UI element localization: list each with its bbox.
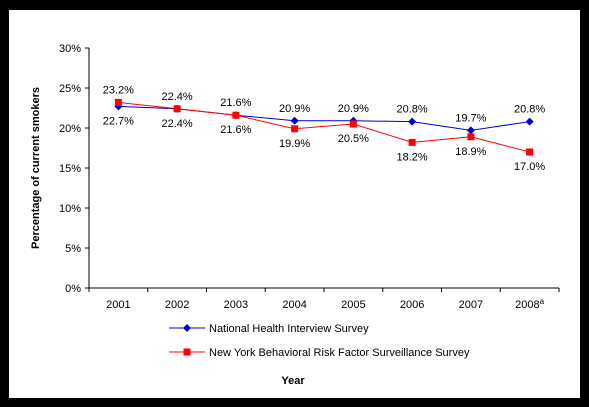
data-label-nhis: 22.4% (162, 91, 193, 103)
square-marker (114, 98, 122, 106)
square-marker (349, 120, 357, 128)
x-tick-label: 2008a (515, 297, 544, 311)
x-tick-label: 2005 (341, 299, 365, 311)
chart-area: 0% 5% 10% 15% 20% 25% 30% 2001 2002 2003 2004 2005… (9, 10, 580, 398)
line-chart: 0% 5% 10% 15% 20% 25% 30% 2001 2002 2003 2004 2005… (30, 43, 560, 387)
y-axis-title: Percentage of current smokers (30, 87, 42, 249)
legend-diamond-marker (183, 324, 191, 332)
x-tick-labels: 2001 2002 2003 2004 2005 2006 2007 2008a (106, 297, 545, 311)
legend-label: National Health Interview Survey (209, 323, 369, 335)
square-marker (408, 138, 416, 146)
square-marker (467, 133, 475, 141)
y-tick-labels: 0% 5% 10% 15% 20% 25% 30% (59, 43, 81, 295)
x-tick-label: 2003 (224, 299, 248, 311)
data-label-ny-brfss: 17.0% (514, 161, 545, 173)
data-label-ny-brfss: 19.9% (279, 138, 310, 150)
data-label-nhis: 20.9% (338, 103, 369, 115)
data-label-ny-brfss: 18.9% (455, 146, 486, 158)
diamond-marker (290, 116, 299, 125)
data-label-ny-brfss: 18.2% (397, 151, 428, 163)
data-label-nhis: 21.6% (220, 97, 251, 109)
x-tick-label: 2002 (165, 299, 189, 311)
x-tick-label: 2001 (106, 299, 130, 311)
data-label-nhis: 22.7% (103, 115, 134, 127)
data-labels: 22.7% 23.2% 22.4% 22.4% 21.6% 21.6% 20.9% 19.9%… (103, 84, 546, 173)
diamond-marker (408, 117, 417, 126)
legend-label: New York Behavioral Risk Factor Surveill… (209, 347, 470, 359)
x-tick-label: 2004 (282, 299, 306, 311)
x-tick-label: 2006 (400, 299, 424, 311)
y-tick-label: 10% (59, 203, 81, 215)
diamond-marker (466, 126, 475, 135)
y-tick-label: 5% (65, 243, 81, 255)
square-marker (291, 125, 299, 133)
diamond-marker (525, 117, 534, 126)
x-tick-label: 2007 (459, 299, 483, 311)
y-tick-label: 0% (65, 283, 81, 295)
series-line-ny-brfss (118, 101, 530, 153)
y-tick-label: 20% (59, 123, 81, 135)
axes (85, 47, 560, 292)
y-tick-label: 25% (59, 83, 81, 95)
data-label-nhis: 20.8% (514, 104, 545, 116)
y-tick-label: 30% (59, 43, 81, 55)
y-tick-label: 15% (59, 163, 81, 175)
square-marker (232, 111, 240, 119)
series-lines (118, 101, 530, 153)
data-label-nhis: 19.7% (455, 112, 486, 124)
data-label-ny-brfss: 20.5% (338, 133, 369, 145)
data-label-ny-brfss: 23.2% (103, 84, 134, 96)
data-label-ny-brfss: 22.4% (162, 118, 193, 130)
legend: National Health Interview Survey New York… (169, 323, 470, 359)
legend-square-marker (183, 348, 191, 356)
x-axis-title: Year (281, 375, 305, 387)
square-marker (526, 148, 534, 156)
data-label-nhis: 20.8% (397, 104, 428, 116)
square-marker (173, 105, 181, 113)
data-label-ny-brfss: 21.6% (220, 124, 251, 136)
data-label-nhis: 20.9% (279, 103, 310, 115)
